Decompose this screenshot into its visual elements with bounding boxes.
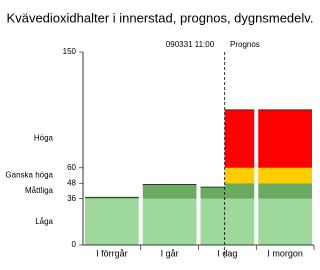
bar-segment: [224, 183, 255, 199]
annotation: 090331 11:00: [166, 40, 215, 49]
bar-segment: [142, 198, 197, 245]
level-label: Ganska höga: [5, 171, 53, 180]
bar-segment: [85, 197, 139, 199]
bar-segment: [258, 183, 312, 199]
bar-segment: [258, 167, 312, 184]
bar-segment: [142, 184, 197, 199]
y-tick-label: 60: [67, 163, 76, 172]
y-tick-label: 48: [67, 178, 76, 187]
bar-segment: [224, 167, 255, 184]
chart: Kvävedioxidhalter i innerstad, prognos, …: [5, 10, 315, 258]
level-label: Höga: [34, 133, 54, 142]
bar-segment: [85, 198, 139, 245]
level-label: Måttliga: [25, 186, 54, 195]
bar-segment: [224, 198, 255, 245]
annotation: Prognos: [230, 40, 260, 49]
bar-segment: [200, 198, 225, 245]
chart-title: Kvävedioxidhalter i innerstad, prognos, …: [7, 10, 314, 25]
bar-segment: [224, 109, 255, 168]
x-tick-label: I dag: [217, 248, 237, 258]
y-tick-label: 150: [63, 47, 77, 56]
y-tick-label: 36: [67, 194, 76, 203]
x-tick-label: I morgon: [267, 248, 303, 258]
bar-segment: [258, 109, 312, 168]
x-tick-label: I går: [161, 248, 179, 258]
level-label: Låga: [35, 217, 53, 226]
x-tick-label: I förrgår: [96, 248, 128, 258]
bar-segment: [200, 187, 225, 199]
bar-segment: [258, 198, 312, 245]
y-tick-label: 0: [72, 240, 77, 249]
